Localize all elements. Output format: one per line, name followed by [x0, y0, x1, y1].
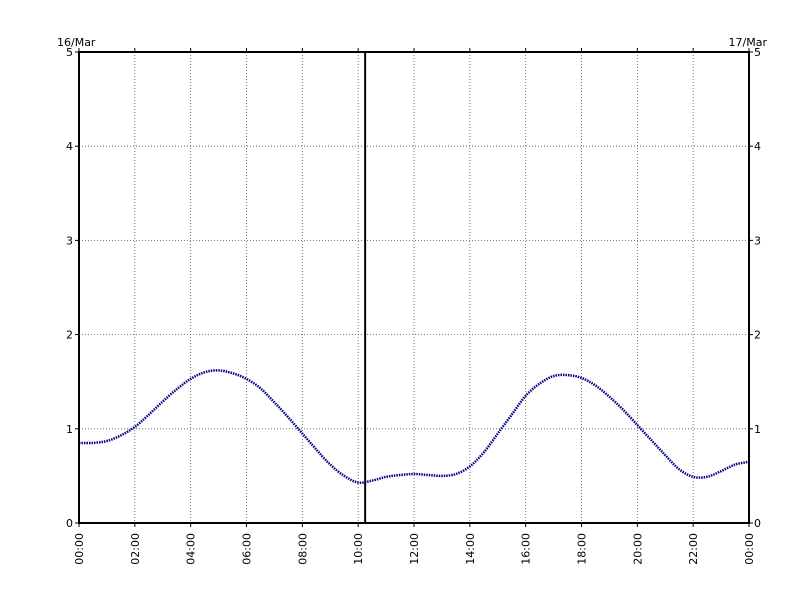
- x-tick-label: 22:00: [687, 533, 700, 565]
- grid: [79, 52, 749, 523]
- x-tick-label: 14:00: [464, 533, 477, 565]
- y-tick-label-right: 5: [754, 46, 761, 59]
- y-tick-label-right: 2: [754, 329, 761, 342]
- x-tick-label: 16:00: [520, 533, 533, 565]
- x-tick-label: 20:00: [631, 533, 644, 565]
- x-tick-label: 18:00: [576, 533, 589, 565]
- x-tick-label: 00:00: [73, 533, 86, 565]
- y-tick-label-left: 0: [66, 517, 73, 530]
- ticks: 0 0 1 1 2 2 3 3 4 4 5 5 00:00 02:00 04:00 06:00 08:00 10:…: [66, 46, 761, 565]
- y-tick-label-right: 0: [754, 517, 761, 530]
- x-tick-label: 04:00: [185, 533, 198, 565]
- x-tick-label: 12:00: [408, 533, 421, 565]
- y-tick-label-right: 4: [754, 140, 761, 153]
- y-tick-label-right: 3: [754, 234, 761, 247]
- x-tick-label: 08:00: [296, 533, 309, 565]
- y-tick-label-left: 1: [66, 423, 73, 436]
- x-tick-label: 00:00: [743, 533, 756, 565]
- x-tick-label: 06:00: [241, 533, 254, 565]
- y-tick-label-left: 5: [66, 46, 73, 59]
- end-date-label: 17/Mar: [729, 36, 768, 49]
- plot-area: [78, 51, 750, 524]
- series-line: [78, 369, 750, 484]
- start-date-label: 16/Mar: [57, 36, 96, 49]
- y-tick-label-right: 1: [754, 423, 761, 436]
- y-tick-label-left: 2: [66, 329, 73, 342]
- x-tick-label: 10:00: [352, 533, 365, 565]
- x-tick-label: 02:00: [129, 533, 142, 565]
- series-layer: [78, 369, 750, 484]
- y-tick-label-left: 4: [66, 140, 73, 153]
- y-tick-label-left: 3: [66, 234, 73, 247]
